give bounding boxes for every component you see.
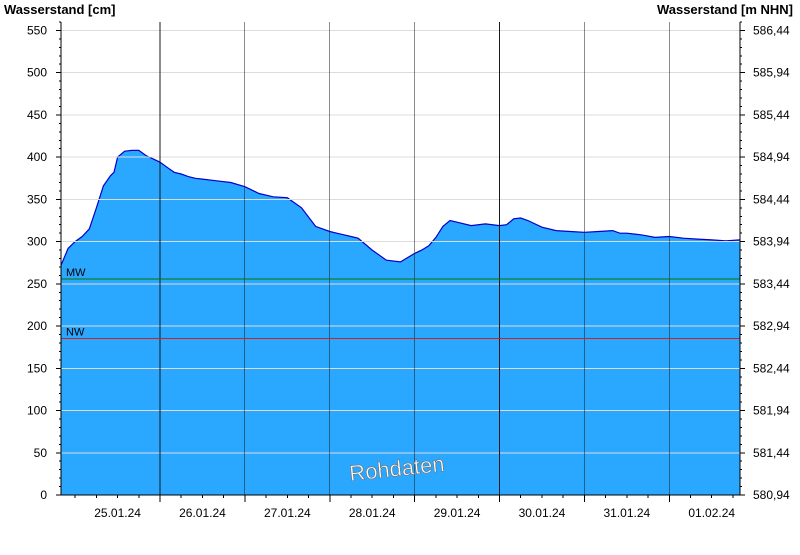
y-tick-label-left: 50 (34, 446, 48, 460)
reference-label-nw: NW (66, 327, 85, 339)
y-axis-title-left: Wasserstand [cm] (4, 2, 116, 17)
x-tick-label: 31.01.24 (603, 506, 650, 520)
water-level-line (60, 149, 741, 266)
y-tick-label-left: 400 (27, 150, 47, 164)
y-tick-label-left: 0 (40, 488, 47, 502)
y-tick-label-right: 580,94 (753, 488, 790, 502)
y-tick-label-right: 582,44 (753, 361, 790, 375)
x-tick-label: 27.01.24 (264, 506, 311, 520)
y-tick-label-left: 300 (27, 235, 47, 249)
y-tick-label-right: 583,94 (753, 235, 790, 249)
x-tick-label: 25.01.24 (94, 506, 141, 520)
y-tick-label-left: 550 (27, 23, 47, 37)
x-tick-label: 28.01.24 (349, 506, 396, 520)
y-tick-label-right: 582,94 (753, 319, 790, 333)
y-tick-label-right: 584,44 (753, 192, 790, 206)
y-tick-label-right: 583,44 (753, 277, 790, 291)
y-tick-label-left: 100 (27, 404, 47, 418)
x-tick-label: 01.02.24 (688, 506, 735, 520)
y-axis-title-right: Wasserstand [m NHN] (657, 2, 793, 17)
water-level-area (61, 150, 740, 495)
x-tick-label: 30.01.24 (519, 506, 566, 520)
y-tick-label-right: 584,94 (753, 150, 790, 164)
y-tick-label-right: 585,94 (753, 66, 790, 80)
y-tick-label-left: 500 (27, 66, 47, 80)
y-tick-label-left: 200 (27, 319, 47, 333)
y-tick-label-right: 581,44 (753, 446, 790, 460)
y-tick-label-left: 250 (27, 277, 47, 291)
y-tick-label-right: 586,44 (753, 23, 790, 37)
y-tick-label-left: 150 (27, 361, 47, 375)
x-tick-label: 26.01.24 (179, 506, 226, 520)
y-tick-label-left: 450 (27, 108, 47, 122)
reference-label-mw: MW (66, 267, 86, 279)
y-tick-label-left: 350 (27, 192, 47, 206)
y-tick-label-right: 585,44 (753, 108, 790, 122)
y-tick-label-right: 581,94 (753, 404, 790, 418)
x-tick-label: 29.01.24 (434, 506, 481, 520)
